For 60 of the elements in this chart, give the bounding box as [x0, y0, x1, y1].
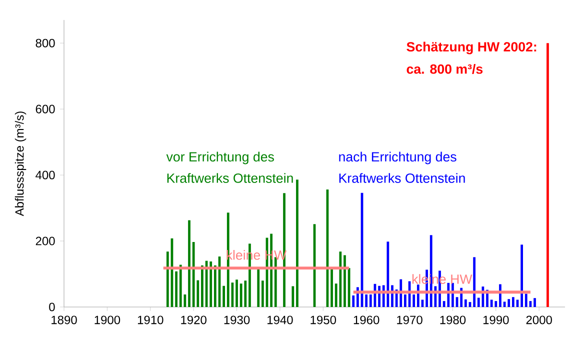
bar: [214, 265, 216, 307]
bar: [534, 298, 536, 307]
y-tick-label: 200: [36, 236, 55, 246]
bar: [261, 280, 264, 307]
bar: [473, 257, 476, 307]
bar: [257, 268, 260, 307]
bar: [386, 242, 390, 307]
bar: [352, 295, 355, 307]
y-tick-label: 400: [36, 170, 55, 180]
x-tick-label: 1950: [310, 316, 336, 324]
bar: [188, 220, 190, 307]
y-tick-label: 0: [49, 302, 55, 312]
bar: [222, 286, 225, 307]
annotation: vor Errichtung des: [166, 152, 274, 164]
x-tick-label: 1890: [52, 316, 77, 324]
bar: [520, 244, 523, 307]
bar: [404, 294, 406, 307]
x-tick-label: 1910: [138, 316, 164, 324]
y-tick-label: 600: [36, 104, 55, 114]
bar: [369, 294, 372, 307]
annotation: ca. 800 m³/s: [406, 64, 483, 74]
bar: [292, 286, 294, 307]
bar: [546, 43, 549, 307]
bar: [210, 261, 212, 307]
bar: [412, 294, 416, 307]
bar: [494, 301, 498, 307]
bar: [477, 298, 480, 307]
bar: [236, 280, 238, 307]
annotation: nach Errichtung des: [339, 152, 456, 164]
annotation: Kraftwerks Ottenstein: [339, 173, 465, 183]
bar: [166, 252, 169, 307]
x-tick-label: 1900: [94, 316, 120, 324]
x-tick-label: 1930: [224, 316, 250, 324]
y-tick-label: 800: [36, 38, 55, 48]
annotation: Kraftwerks Ottenstein: [167, 173, 293, 183]
x-tick-label: 1920: [181, 316, 206, 324]
bar: [464, 299, 467, 307]
bar: [365, 294, 368, 307]
y-axis-title: Abflussspitze (m³/s): [14, 112, 26, 216]
bar: [175, 271, 178, 307]
bar: [339, 252, 342, 307]
bar: [344, 255, 346, 307]
bar: [240, 284, 242, 307]
annotation: Schätzung HW 2002:: [406, 42, 536, 54]
bar: [490, 300, 493, 307]
bar: [524, 294, 528, 307]
x-tick-label: 1980: [440, 316, 466, 324]
bar: [192, 242, 195, 307]
x-tick-label: 1990: [483, 316, 509, 324]
x-tick-label: 1940: [268, 316, 293, 324]
bar: [512, 297, 514, 307]
bar: [296, 180, 298, 307]
bar: [244, 280, 247, 307]
bar: [201, 265, 204, 307]
x-tick-label: 1960: [354, 316, 380, 324]
bar: [179, 264, 182, 307]
x-tick-label: 2000: [526, 316, 552, 324]
bar: [508, 299, 510, 307]
x-tick-label: 1970: [397, 316, 422, 324]
bar: [330, 268, 333, 307]
